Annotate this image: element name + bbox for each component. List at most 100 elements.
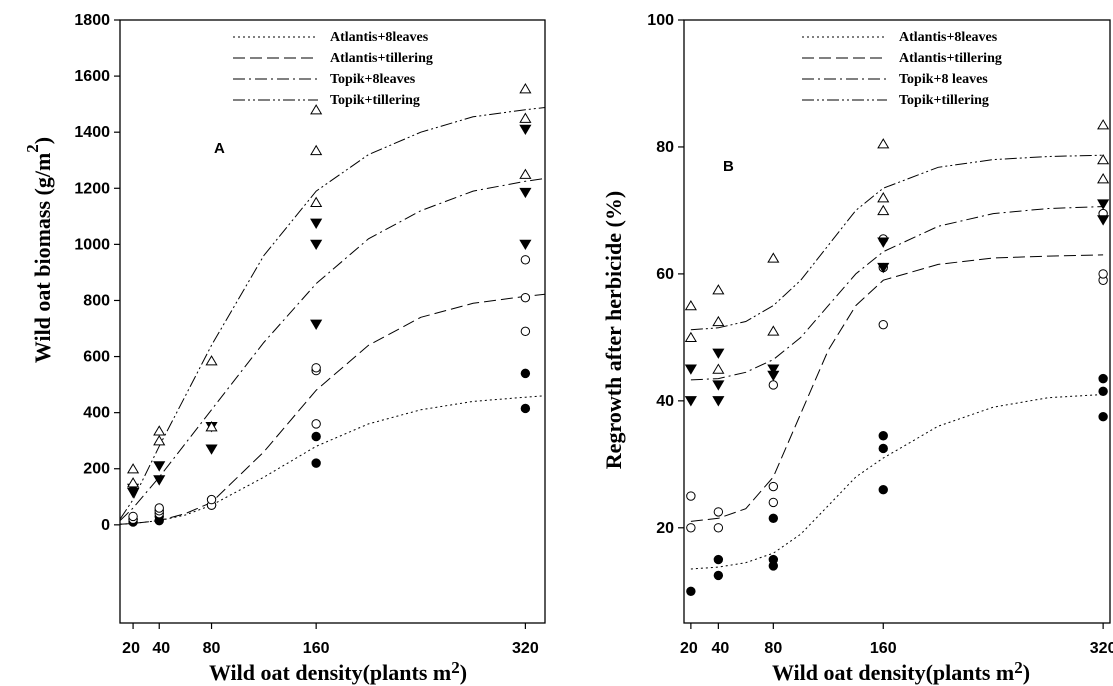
panel-a-point-series-4 xyxy=(519,112,532,123)
panel-a-point-series-3 xyxy=(519,239,532,251)
panel-b-point-series-1 xyxy=(1098,373,1108,384)
panel-a-point-series-3 xyxy=(310,239,323,251)
panel-b-point-series-2 xyxy=(768,481,779,492)
panel-b: 20 40 60 80 100 20 40 80 160 320 B Atlantis+8leav… xyxy=(601,12,1113,685)
panel-b-y-tick-label: 40 xyxy=(656,393,674,410)
panel-a-point-series-4 xyxy=(519,168,532,179)
panel-b-point-series-4 xyxy=(767,252,780,263)
panel-a-y-tick-label: 200 xyxy=(83,461,110,478)
panel-b-point-series-2 xyxy=(878,319,888,330)
panel-a-point-series-3 xyxy=(310,319,323,330)
panel-b-fit-curve-4 xyxy=(690,154,1104,331)
panel-a-point-series-4 xyxy=(127,463,140,474)
panel-b-point-series-3 xyxy=(877,262,890,274)
panel-b-point-series-2 xyxy=(1098,269,1108,279)
panel-b-point-series-1 xyxy=(768,554,779,565)
panel-a-point-series-2 xyxy=(128,511,138,522)
panel-b-point-series-4 xyxy=(877,138,890,149)
panel-b-point-series-2 xyxy=(686,491,696,501)
panel-a-fit-curve-2 xyxy=(119,293,546,525)
panel-a-point-series-4 xyxy=(153,435,166,446)
panel-a-y-tick-label: 1000 xyxy=(74,236,110,253)
panel-a-x-tick-label: 40 xyxy=(152,640,170,657)
panel-a-y-tick-label: 800 xyxy=(83,292,110,309)
panel-b-point-series-4 xyxy=(684,299,697,311)
panel-b-point-series-4 xyxy=(877,192,890,203)
panel-a-point-series-2 xyxy=(154,503,164,513)
panel-b-y-tick-label: 60 xyxy=(656,266,674,283)
panel-b-y-tick-label: 80 xyxy=(656,139,674,156)
panel-b-point-series-1 xyxy=(1098,386,1108,397)
panel-b-label: B xyxy=(723,158,734,175)
panel-a-point-series-4 xyxy=(310,104,323,115)
panel-b-legend-label-1: Atlantis+8leaves xyxy=(899,30,998,45)
panel-b-x-tick-label: 40 xyxy=(711,640,729,657)
panel-b-plot-frame xyxy=(683,19,1111,624)
panel-b-point-series-4 xyxy=(1097,119,1110,130)
panel-b-point-series-1 xyxy=(878,485,888,495)
panel-a-point-series-3 xyxy=(519,187,532,199)
panel-a-legend-label-4: Topik+tillering xyxy=(330,93,420,108)
panel-a-point-series-3 xyxy=(519,124,532,136)
panel-b-y-tick-label: 100 xyxy=(647,12,674,29)
panel-b-point-series-2 xyxy=(713,507,724,517)
panel-b-x-tick-label: 320 xyxy=(1090,640,1113,657)
panel-b-legend-label-4: Topik+tillering xyxy=(899,93,989,108)
panel-b-plot: 20 40 60 80 100 20 40 80 160 320 xyxy=(647,12,1113,657)
panel-b-point-series-4 xyxy=(877,204,890,216)
panel-a-point-series-4 xyxy=(127,477,140,488)
panel-b-point-series-4 xyxy=(1097,173,1110,184)
panel-a-point-series-4 xyxy=(205,421,218,432)
panel-a-y-tick-label: 1800 xyxy=(74,12,110,29)
panel-a-point-series-1 xyxy=(311,458,321,468)
panel-b-x-axis-title: Wild oat density(plants m2) xyxy=(772,658,1030,685)
panel-b-point-series-1 xyxy=(878,443,888,454)
panel-a-fit-curve-4 xyxy=(119,107,546,520)
panel-a-y-tick-label: 1400 xyxy=(74,124,110,141)
panel-a-fit-curve-1 xyxy=(119,395,546,525)
panel-b-point-series-3 xyxy=(684,396,697,407)
panel-a-point-series-3 xyxy=(310,218,323,230)
panel-b-point-series-1 xyxy=(713,554,724,565)
panel-b-point-series-3 xyxy=(767,364,780,375)
panel-b-point-series-2 xyxy=(768,497,779,508)
panel-b-point-series-2 xyxy=(686,523,696,533)
panel-a-plot-frame xyxy=(119,19,546,624)
panel-b-y-tick-label: 20 xyxy=(656,520,674,537)
panel-a-legend-label-1: Atlantis+8leaves xyxy=(330,30,429,45)
panel-b-point-series-1 xyxy=(768,513,779,523)
panel-a-point-series-2 xyxy=(311,419,321,429)
panel-a: 0 200 400 600 800 1000 1200 1400 1600 1800 20 40 80 1… xyxy=(23,12,546,685)
panel-a-point-series-4 xyxy=(310,144,323,156)
panel-a-point-series-3 xyxy=(153,475,166,486)
panel-b-point-series-3 xyxy=(712,396,725,407)
panel-a-point-series-2 xyxy=(520,292,531,303)
panel-a-x-axis-title: Wild oat density(plants m2) xyxy=(209,658,467,685)
panel-a-point-series-2 xyxy=(520,255,531,265)
panel-a-point-series-4 xyxy=(205,355,218,366)
panel-b-point-series-1 xyxy=(878,431,888,441)
panel-a-point-series-3 xyxy=(153,461,166,472)
panel-a-y-tick-label: 600 xyxy=(83,349,110,366)
panel-b-point-series-4 xyxy=(712,363,725,374)
panel-b-point-series-3 xyxy=(712,380,725,391)
panel-b-point-series-3 xyxy=(684,364,697,375)
panel-b-legend-label-3: Topik+8 leaves xyxy=(899,72,988,87)
panel-a-point-series-1 xyxy=(520,403,531,414)
panel-b-x-tick-label: 20 xyxy=(680,640,698,657)
panel-b-legend-label-2: Atlantis+tillering xyxy=(899,51,1002,66)
panel-b-point-series-4 xyxy=(1097,153,1110,165)
panel-a-x-tick-label: 320 xyxy=(512,640,539,657)
panel-a-point-series-2 xyxy=(311,363,321,373)
panel-a-x-tick-label: 20 xyxy=(122,640,140,657)
panel-b-point-series-4 xyxy=(712,315,725,327)
panel-b-point-series-4 xyxy=(767,325,780,336)
panel-a-y-tick-label: 400 xyxy=(83,405,110,422)
panel-a-point-series-4 xyxy=(310,196,323,207)
panel-b-fit-curve-3 xyxy=(690,206,1104,381)
panel-a-point-series-4 xyxy=(153,425,166,436)
panel-b-fit-curve-2 xyxy=(690,254,1104,522)
panel-a-fit-curve-3 xyxy=(119,178,546,521)
panel-b-x-tick-label: 80 xyxy=(764,640,782,657)
